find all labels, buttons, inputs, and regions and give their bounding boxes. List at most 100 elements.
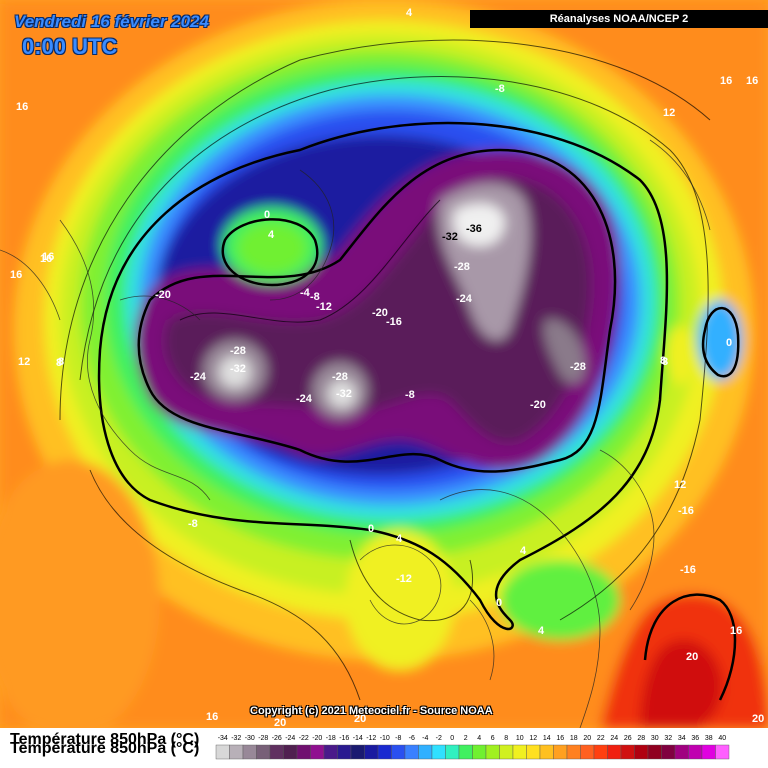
legend-swatch (485, 744, 500, 760)
contour-label: 20 (274, 717, 286, 728)
legend-swatch (215, 744, 230, 760)
contour-label: -16 (680, 564, 696, 576)
legend-tick-label: 28 (637, 735, 645, 742)
contour-label: -28 (332, 371, 348, 383)
legend-swatch (445, 744, 460, 760)
temperature-map: 4 8 12 16 16 16 16 12 8 -8 0 4 -4 -8 -12… (0, 0, 768, 728)
contour-label: -8 (405, 389, 415, 401)
legend-swatch (323, 744, 338, 760)
contour-label: 16 (42, 251, 54, 263)
contour-label: 4 (538, 625, 545, 637)
legend-tick-label: 26 (624, 735, 632, 742)
legend-tick-label: -22 (299, 735, 309, 742)
legend-swatch (350, 744, 365, 760)
legend-tick-label: -8 (395, 735, 401, 742)
legend-tick-label: 30 (651, 735, 659, 742)
legend-tick-label: 10 (516, 735, 524, 742)
contour-label: 4 (406, 7, 413, 19)
contour-label: 8 (662, 356, 668, 368)
legend-tick-label: -26 (272, 735, 282, 742)
legend-swatch (472, 744, 487, 760)
legend-swatch (701, 744, 716, 760)
legend-swatch (458, 744, 473, 760)
legend-swatch (310, 744, 325, 760)
contour-label: 16 (720, 75, 732, 87)
contour-label: 8 (58, 356, 64, 368)
contour-label: -12 (316, 301, 332, 313)
legend-tick-label: -32 (231, 735, 241, 742)
contour-label: 16 (206, 711, 218, 723)
contour-label: 4 (520, 545, 527, 557)
legend-tick-label: 12 (529, 735, 537, 742)
map-time: 0:00 UTC (22, 34, 118, 59)
legend-swatch (647, 744, 662, 760)
contour-label: -16 (678, 505, 694, 517)
legend-swatch (566, 744, 581, 760)
legend-tick-label: -24 (285, 735, 295, 742)
legend-tick-label: 40 (718, 735, 726, 742)
contour-label: 12 (663, 107, 675, 119)
contour-label: -20 (155, 289, 171, 301)
contour-label: -28 (454, 261, 470, 273)
contour-label: 20 (752, 713, 764, 725)
legend-tick-label: 0 (450, 735, 454, 742)
legend-swatch (364, 744, 379, 760)
contour-label: -8 (188, 518, 198, 530)
legend-swatch (499, 744, 514, 760)
legend-swatch (526, 744, 541, 760)
legend-swatch (580, 744, 595, 760)
contour-label: -4 (300, 287, 311, 299)
contour-label: 20 (354, 713, 366, 725)
legend-tick-label: 6 (491, 735, 495, 742)
map-date: Vendredi 16 février 2024 (14, 12, 209, 31)
contour-label: 0 (368, 523, 374, 535)
legend-tick-label: 20 (583, 735, 591, 742)
legend-swatch (512, 744, 527, 760)
legend-tick-label: 4 (477, 735, 481, 742)
contour-label: 16 (16, 101, 28, 113)
legend-swatch (593, 744, 608, 760)
legend-swatch (418, 744, 433, 760)
contour-label: 16 (746, 75, 758, 87)
contour-label: -28 (230, 345, 246, 357)
contour-label: 0 (496, 597, 502, 609)
contour-label: -8 (495, 83, 505, 95)
legend-tick-label: -4 (422, 735, 428, 742)
contour-label: -20 (372, 307, 388, 319)
contour-label: 4 (396, 533, 403, 545)
legend-tick-label: -6 (409, 735, 415, 742)
contour-label: -8 (310, 291, 320, 303)
legend-tick-label: 8 (504, 735, 508, 742)
legend-swatch (377, 744, 392, 760)
contour-label: 12 (674, 479, 686, 491)
contour-label: 16 (730, 625, 742, 637)
contour-label: -20 (530, 399, 546, 411)
legend-swatch (296, 744, 311, 760)
legend-swatch (283, 744, 298, 760)
contour-label: 0 (264, 209, 270, 221)
contour-label: 20 (686, 651, 698, 663)
legend-swatch (229, 744, 244, 760)
legend-swatch (607, 744, 622, 760)
contour-label: -12 (396, 573, 412, 585)
legend-tick-label: -18 (326, 735, 336, 742)
contour-label: 8 (660, 355, 666, 367)
legend-tick-label: -14 (353, 735, 363, 742)
legend-tick-label: 14 (543, 735, 551, 742)
legend-tick-label: 2 (464, 735, 468, 742)
legend-swatch (539, 744, 554, 760)
contour-label: -24 (296, 393, 313, 405)
legend-tick-label: 38 (705, 735, 713, 742)
contour-label: 16 (40, 253, 52, 265)
contour-label: -32 (336, 388, 352, 400)
legend-swatch (634, 744, 649, 760)
color-legend: -34 -32 -30 -28 -26 -24 -22 -20 -18 -16 -14 -12 -10-… (215, 735, 730, 760)
legend-tick-label: -2 (436, 735, 442, 742)
contour-label: 4 (268, 229, 275, 241)
legend-tick-label: -20 (312, 735, 322, 742)
legend-tick-label: 18 (570, 735, 578, 742)
legend-swatch (553, 744, 568, 760)
contour-label: -16 (386, 316, 402, 328)
legend-swatch (661, 744, 676, 760)
legend-tick-label: 32 (664, 735, 672, 742)
